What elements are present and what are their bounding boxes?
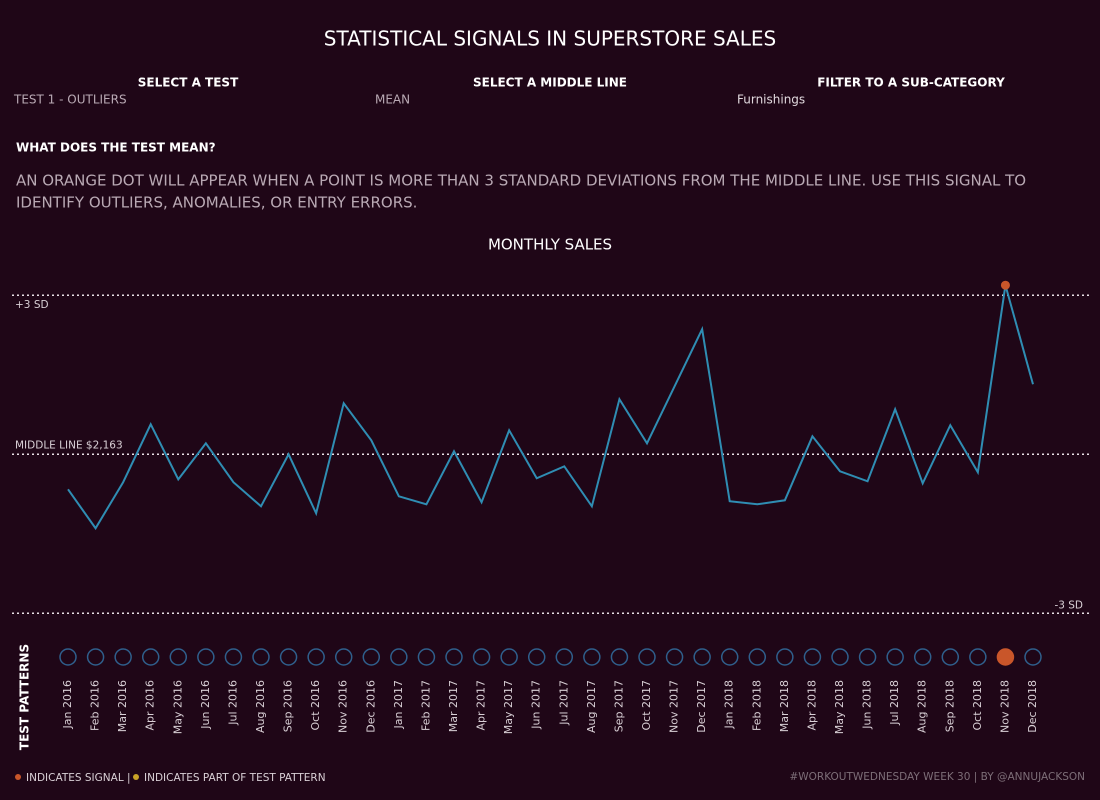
pattern-circle	[197, 648, 215, 666]
x-tick-label: Oct 2017	[640, 680, 653, 731]
pattern-circle	[500, 648, 518, 666]
x-tick-label: Nov 2016	[337, 680, 350, 733]
x-tick-label: Feb 2016	[89, 680, 102, 731]
x-tick-label: Jan 2018	[723, 680, 736, 729]
x-tick-label: Sep 2016	[282, 680, 295, 732]
x-tick-label: Aug 2017	[585, 680, 598, 733]
x-tick-label: Apr 2017	[475, 680, 488, 731]
control-value[interactable]: MEAN	[375, 93, 410, 107]
pattern-circle	[114, 648, 132, 666]
pattern-circle	[1024, 648, 1042, 666]
dashboard-title: STATISTICAL SIGNALS IN SUPERSTORE SALES	[324, 27, 776, 51]
pattern-circle	[334, 648, 353, 666]
reference-label: +3 SD	[15, 299, 49, 311]
description-heading: WHAT DOES THE TEST MEAN?	[16, 141, 216, 155]
chart-title: MONTHLY SALES	[488, 236, 612, 254]
legend-pattern-dot	[133, 774, 139, 780]
pattern-circle	[555, 648, 574, 666]
signal-dot	[1000, 280, 1010, 290]
legend-pattern: INDICATES PART OF TEST PATTERN	[144, 772, 326, 784]
description-line: IDENTIFY OUTLIERS, ANOMALIES, OR ENTRY E…	[16, 194, 417, 212]
x-tick-label: Jan 2016	[61, 680, 74, 729]
pattern-circle	[307, 648, 325, 666]
x-tick-label: Nov 2017	[668, 680, 681, 733]
control-value[interactable]: TEST 1 - OUTLIERS	[13, 93, 127, 107]
control-label: SELECT A TEST	[138, 76, 239, 90]
x-tick-label: Mar 2018	[778, 680, 791, 732]
x-tick-label: Mar 2016	[116, 680, 129, 732]
x-tick-label: Sep 2018	[943, 680, 956, 732]
pattern-circle	[59, 648, 77, 666]
pattern-circle	[969, 648, 987, 666]
pattern-circle	[390, 648, 408, 666]
x-tick-label: Jun 2017	[530, 680, 543, 730]
pattern-circle	[169, 648, 188, 666]
pattern-circle	[720, 648, 739, 666]
pattern-circle	[665, 648, 684, 666]
x-tick-label: May 2017	[502, 680, 515, 734]
control-label: SELECT A MIDDLE LINE	[473, 76, 627, 90]
credit: #WORKOUTWEDNESDAY WEEK 30 | BY @ANNUJACK…	[789, 771, 1085, 783]
pattern-circle	[886, 648, 904, 666]
x-tick-label: Sep 2017	[612, 680, 625, 732]
pattern-circle	[527, 648, 546, 666]
pattern-circle	[86, 648, 105, 666]
x-tick-label: Jan 2017	[392, 680, 405, 729]
description-line: AN ORANGE DOT WILL APPEAR WHEN A POINT I…	[16, 172, 1026, 190]
pattern-circle	[941, 648, 960, 666]
x-tick-label: May 2018	[833, 680, 846, 734]
pattern-circle	[279, 648, 298, 666]
x-tick-label: Aug 2016	[254, 680, 267, 733]
x-tick-label: Jul 2017	[557, 680, 570, 726]
x-tick-label: Oct 2016	[309, 680, 322, 731]
x-tick-label: Mar 2017	[447, 680, 460, 732]
reference-label: -3 SD	[1054, 599, 1083, 611]
pattern-circle	[583, 648, 601, 666]
x-tick-label: Apr 2018	[805, 680, 818, 731]
pattern-circle	[858, 648, 877, 666]
x-tick-label: Dec 2017	[695, 680, 708, 733]
x-tick-label: Apr 2016	[144, 680, 157, 731]
control-label: FILTER TO A SUB-CATEGORY	[817, 76, 1005, 90]
pattern-circle	[141, 648, 160, 666]
pattern-circle	[224, 648, 243, 666]
reference-label: MIDDLE LINE $2,163	[15, 439, 123, 451]
pattern-circle	[610, 648, 629, 666]
x-tick-label: Jul 2018	[888, 680, 901, 726]
pattern-circle	[472, 648, 491, 666]
pattern-circle	[748, 648, 767, 666]
x-tick-label: Jun 2016	[199, 680, 212, 730]
middle-line-control[interactable]: SELECT A MIDDLE LINE MEAN	[375, 76, 627, 107]
pattern-circle	[445, 648, 463, 666]
pattern-circle	[803, 648, 822, 666]
subcategory-control[interactable]: FILTER TO A SUB-CATEGORY Furnishings	[737, 76, 1005, 107]
legend-signal-dot	[15, 774, 21, 780]
x-tick-label: Jul 2016	[226, 680, 239, 726]
x-tick-label: May 2016	[171, 680, 184, 734]
pattern-circle	[417, 648, 436, 666]
pattern-circle	[252, 648, 270, 666]
pattern-circle	[831, 648, 849, 666]
x-tick-label: Nov 2018	[998, 680, 1011, 733]
x-tick-label: Feb 2017	[419, 680, 432, 731]
control-value[interactable]: Furnishings	[737, 93, 805, 107]
pattern-circle	[693, 648, 711, 666]
pattern-circle	[638, 648, 656, 666]
test-control[interactable]: SELECT A TEST TEST 1 - OUTLIERS	[13, 76, 239, 107]
x-tick-label: Aug 2018	[916, 680, 929, 733]
x-tick-label: Dec 2016	[364, 680, 377, 733]
legend-signal: INDICATES SIGNAL |	[26, 772, 131, 784]
x-tick-label: Jun 2018	[861, 680, 874, 730]
sales-line	[67, 284, 1034, 531]
pattern-circle	[362, 648, 381, 666]
pattern-title: TEST PATTERNS	[18, 644, 32, 750]
pattern-circle	[996, 648, 1015, 666]
x-tick-label: Dec 2018	[1026, 680, 1039, 733]
x-tick-label: Oct 2018	[971, 680, 984, 731]
pattern-circle	[913, 648, 932, 666]
pattern-circle	[776, 648, 794, 666]
x-tick-label: Feb 2018	[750, 680, 763, 731]
